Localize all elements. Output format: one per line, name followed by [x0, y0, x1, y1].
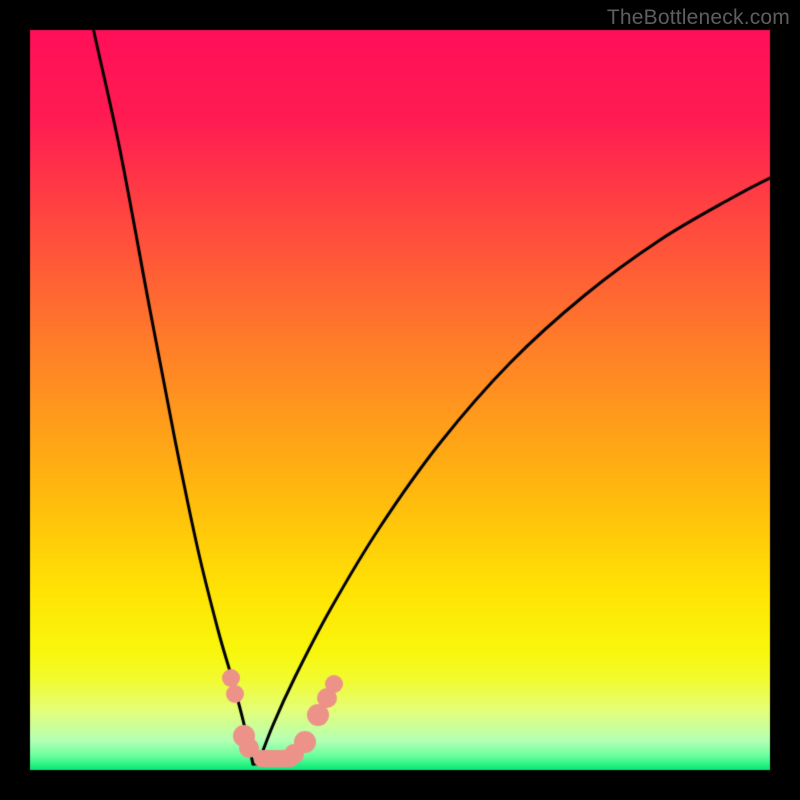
- curve-overlay: [0, 0, 800, 800]
- watermark-text: TheBottleneck.com: [607, 6, 790, 30]
- chart-container: TheBottleneck.com: [0, 0, 800, 800]
